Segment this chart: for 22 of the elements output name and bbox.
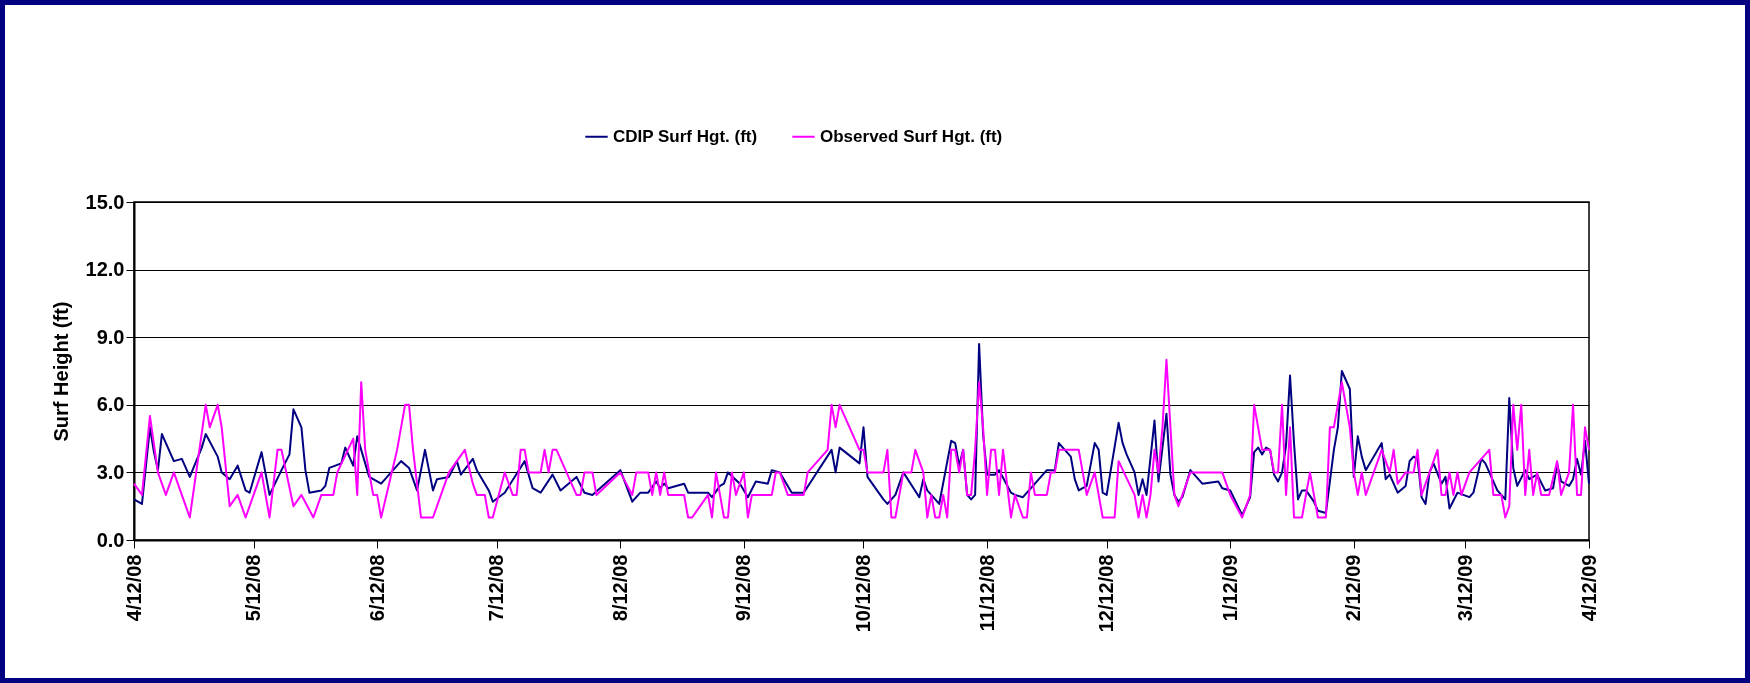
y-tick-label: 12.0 (85, 258, 125, 281)
legend-label: CDIP Surf Hgt. (ft) (613, 126, 758, 146)
legend-label: Observed Surf Hgt. (ft) (820, 126, 1003, 146)
x-tick-label: 9/12/08 (732, 554, 755, 622)
y-tick-label: 15.0 (85, 190, 125, 213)
y-tick-label: 9.0 (96, 325, 125, 348)
x-tick-label: 8/12/08 (608, 554, 631, 622)
y-tick-label: 0.0 (96, 528, 125, 551)
y-tick-label: 6.0 (96, 393, 125, 416)
y-axis-title: Surf Height (ft) (49, 301, 72, 442)
x-tick-label: 4/12/09 (1577, 554, 1600, 622)
x-tick-label: 10/12/08 (851, 554, 874, 633)
x-tick-label: 6/12/08 (365, 554, 388, 622)
y-tick-label: 3.0 (96, 460, 125, 483)
x-tick-label: 11/12/08 (975, 554, 998, 632)
x-tick-label: 12/12/08 (1095, 554, 1118, 633)
x-tick-label: 7/12/08 (485, 554, 508, 622)
x-tick-label: 5/12/08 (242, 554, 265, 622)
x-tick-label: 2/12/09 (1342, 554, 1365, 622)
x-tick-label: 3/12/09 (1453, 554, 1476, 622)
x-tick-label: 4/12/08 (122, 554, 145, 622)
x-tick-label: 1/12/09 (1218, 554, 1241, 622)
